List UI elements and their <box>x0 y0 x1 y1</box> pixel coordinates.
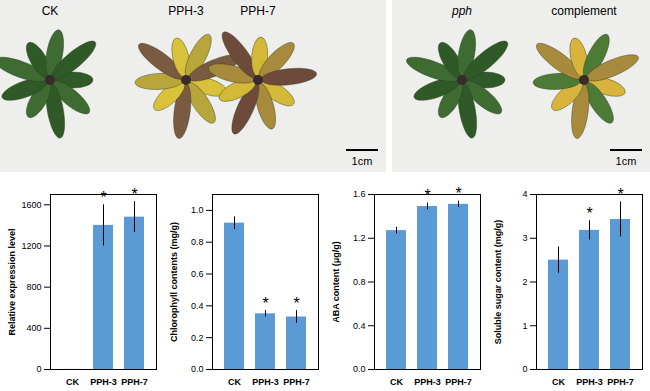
svg-text:CK: CK <box>228 377 241 387</box>
svg-text:PPH-7: PPH-7 <box>240 4 276 18</box>
svg-text:Soluble sugar content (mg/g): Soluble sugar content (mg/g) <box>493 220 503 345</box>
svg-text:CK: CK <box>66 377 79 387</box>
svg-text:*: * <box>455 185 461 202</box>
svg-text:1200: 1200 <box>21 241 41 251</box>
svg-text:0.6: 0.6 <box>191 269 204 279</box>
svg-text:0.8: 0.8 <box>191 237 204 247</box>
svg-text:CK: CK <box>552 377 565 387</box>
svg-text:*: * <box>262 295 268 312</box>
svg-text:PPH-7: PPH-7 <box>607 377 634 387</box>
svg-text:4: 4 <box>522 189 527 199</box>
svg-text:*: * <box>586 205 592 222</box>
svg-text:PPH-3: PPH-3 <box>252 377 279 387</box>
svg-text:400: 400 <box>26 323 41 333</box>
svg-text:complement: complement <box>551 4 617 18</box>
svg-text:0.4: 0.4 <box>191 301 204 311</box>
svg-text:*: * <box>100 189 106 206</box>
svg-text:1.6: 1.6 <box>353 189 366 199</box>
svg-text:0.0: 0.0 <box>353 364 366 374</box>
svg-text:0: 0 <box>522 364 527 374</box>
svg-text:1.2: 1.2 <box>353 233 366 243</box>
svg-text:Chlorophyll contents (mg/g): Chlorophyll contents (mg/g) <box>169 222 179 342</box>
svg-text:CK: CK <box>390 377 403 387</box>
svg-text:Relative expression level: Relative expression level <box>7 228 17 335</box>
svg-text:*: * <box>424 187 430 204</box>
svg-text:1cm: 1cm <box>352 155 373 167</box>
svg-text:*: * <box>293 295 299 312</box>
svg-text:1.0: 1.0 <box>191 205 204 215</box>
svg-text:3: 3 <box>522 233 527 243</box>
svg-text:0.8: 0.8 <box>353 277 366 287</box>
svg-text:PPH-7: PPH-7 <box>445 377 472 387</box>
svg-text:800: 800 <box>26 282 41 292</box>
svg-text:PPH-3: PPH-3 <box>414 377 441 387</box>
svg-text:PPH-3: PPH-3 <box>90 377 117 387</box>
svg-text:0.2: 0.2 <box>191 333 204 343</box>
svg-text:0.0: 0.0 <box>191 364 204 374</box>
svg-text:0: 0 <box>36 364 41 374</box>
svg-text:CK: CK <box>42 4 59 18</box>
svg-text:PPH-3: PPH-3 <box>168 4 204 18</box>
svg-text:ABA content (μg/g): ABA content (μg/g) <box>331 241 341 323</box>
svg-text:2: 2 <box>522 277 527 287</box>
svg-text:PPH-7: PPH-7 <box>283 377 310 387</box>
svg-text:1cm: 1cm <box>616 155 637 167</box>
svg-text:PPH-3: PPH-3 <box>576 377 603 387</box>
svg-text:pph: pph <box>451 4 472 18</box>
svg-text:1600: 1600 <box>21 200 41 210</box>
svg-text:0.4: 0.4 <box>353 321 366 331</box>
svg-text:PPH-7: PPH-7 <box>121 377 148 387</box>
svg-text:1: 1 <box>522 321 527 331</box>
